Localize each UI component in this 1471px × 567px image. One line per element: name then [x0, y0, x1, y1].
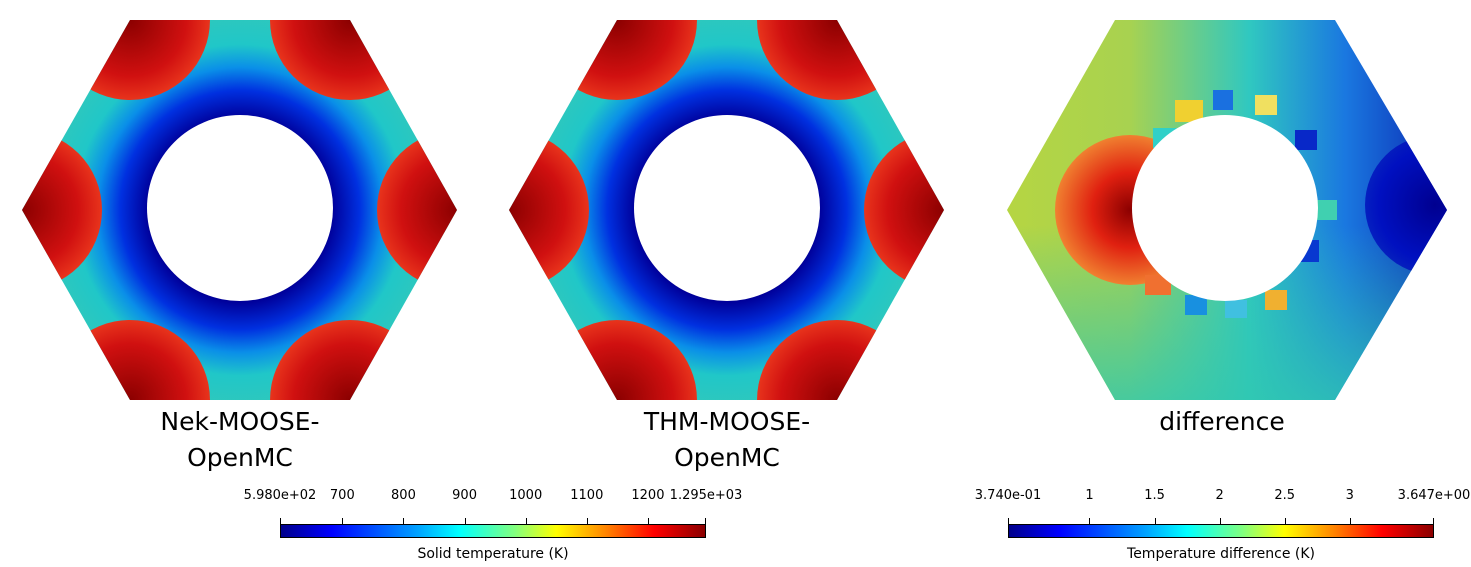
caption-thm: THM-MOOSE- OpenMC [627, 404, 827, 476]
colorbar-tick-label: 1000 [509, 488, 543, 503]
center-hole [147, 115, 333, 301]
center-hole [1132, 115, 1318, 301]
colorbar-temperature: Solid temperature (K) 5.980e+02 700 800 900… [244, 488, 743, 562]
colorbar-tick-mark [1008, 518, 1009, 524]
colorbar-title: Temperature difference (K) [1127, 546, 1315, 562]
colorbar-tick-mark [525, 518, 527, 524]
colorbar-tick-label: 3 [1345, 488, 1354, 503]
caption-difference: difference [1122, 404, 1322, 440]
colorbar-tick-mark [705, 518, 706, 524]
colorbar-tick-mark [1219, 518, 1221, 524]
colorbar-title: Solid temperature (K) [417, 546, 569, 562]
caption-nek: Nek-MOOSE- OpenMC [140, 404, 340, 476]
colorbar-tick-label: 5.980e+02 [243, 488, 317, 503]
colorbar-difference: Temperature difference (K) 3.740e-01 1 1.5… [975, 488, 1471, 562]
colorbar-tick-label: 800 [391, 488, 416, 503]
panel-difference: difference [985, 0, 1465, 436]
colorbar-tick-label: 3.647e+00 [1397, 488, 1471, 503]
colorbar-tick-label: 1100 [570, 488, 604, 503]
colorbar-tick-mark [647, 518, 649, 524]
colorbar-tick-mark [1284, 518, 1286, 524]
colorbar-tick-label: 900 [452, 488, 477, 503]
colorbar-tick-mark [464, 518, 466, 524]
colorbar-tick-mark [403, 518, 405, 524]
colorbar-tick-label: 1 [1085, 488, 1094, 503]
colorbar-tick-mark [1349, 518, 1351, 524]
colorbar-tick-mark [1154, 518, 1156, 524]
colorbar-tick-mark [586, 518, 588, 524]
colorbar-gradient [1008, 524, 1434, 538]
panel-nek-moose-openmc: Nek-MOOSE- OpenMC [0, 0, 480, 472]
colorbar-tick-label: 1.5 [1144, 488, 1165, 503]
colorbar-tick-label: 3.740e-01 [974, 488, 1042, 503]
temperature-field-nek [22, 20, 457, 400]
temperature-field-thm [509, 20, 944, 400]
panel-thm-moose-openmc: THM-MOOSE- OpenMC [487, 0, 967, 472]
colorbar-tick-mark [1089, 518, 1091, 524]
colorbar-tick-label: 2 [1215, 488, 1224, 503]
caption-line: Nek-MOOSE- [160, 407, 320, 436]
colorbar-tick-label: 700 [329, 488, 355, 503]
caption-line: OpenMC [674, 443, 780, 472]
difference-field [1007, 20, 1447, 400]
colorbar-tick-label: 1200 [631, 488, 665, 503]
caption-line: THM-MOOSE- [643, 407, 811, 436]
center-hole [634, 115, 820, 301]
colorbar-gradient [280, 524, 706, 538]
caption-line: difference [1159, 407, 1285, 436]
colorbar-tick-mark [1433, 518, 1434, 524]
colorbar-tick-mark [342, 518, 344, 524]
colorbar-tick-label: 2.5 [1274, 488, 1296, 503]
caption-line: OpenMC [187, 443, 293, 472]
colorbar-tick-mark [280, 518, 281, 524]
colorbar-tick-label: 1.295e+03 [669, 488, 743, 503]
